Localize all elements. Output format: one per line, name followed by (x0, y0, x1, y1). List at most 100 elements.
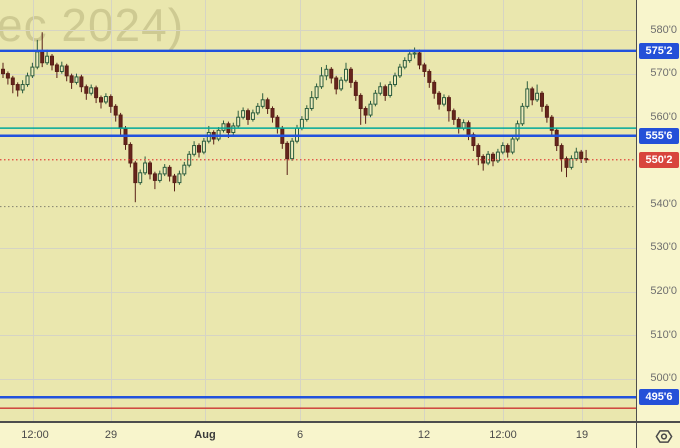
candle-down (15, 84, 20, 91)
candle-up (299, 118, 304, 129)
candle-down (64, 65, 69, 77)
candle-up (324, 68, 329, 77)
candle-up (569, 158, 574, 168)
y-axis-tick: 520'0 (650, 285, 677, 298)
candle-up (201, 140, 206, 153)
candle-down (446, 97, 451, 112)
candle-up (250, 112, 255, 120)
candle-down (353, 81, 358, 96)
candle-down (40, 51, 45, 64)
candle-up (59, 65, 64, 72)
candle-down (579, 151, 584, 160)
candle-down (334, 77, 339, 90)
candle-up (231, 125, 236, 133)
candle-up (221, 123, 226, 131)
candle-down (383, 86, 388, 96)
candle-up (500, 145, 505, 153)
candle-up (520, 105, 525, 125)
candle-down (1, 68, 5, 75)
candle-up (236, 116, 241, 127)
candle-up (525, 88, 530, 107)
candle-up (378, 86, 383, 94)
price-line-badge[interactable]: 555'6 (639, 127, 679, 144)
candle-up (182, 164, 187, 175)
candle-up (35, 51, 40, 68)
candle-down (113, 105, 118, 116)
candle-down (422, 64, 427, 72)
candle-down (540, 92, 544, 107)
candle-down (128, 143, 133, 164)
candle-down (358, 94, 363, 110)
candle-down (5, 73, 10, 79)
candle-up (20, 84, 25, 91)
candle-down (50, 55, 54, 66)
x-axis-label: 29 (104, 429, 118, 441)
candle-up (402, 60, 407, 68)
candle-down (329, 68, 334, 79)
candle-up (162, 166, 167, 175)
candle-up (368, 103, 373, 116)
candle-up (495, 151, 500, 162)
candle-up (138, 172, 143, 184)
y-axis-tick: 540'0 (650, 197, 677, 210)
candle-up (309, 97, 314, 110)
candle-down (363, 108, 368, 116)
candle-up (143, 162, 148, 174)
x-axis-label: 12:00 (489, 429, 517, 441)
candle-up (461, 122, 466, 129)
candle-down (285, 142, 290, 160)
x-axis-label: 12 (417, 429, 431, 441)
y-axis-tick: 560'0 (650, 110, 677, 123)
price-line-badge[interactable]: 495'6 (639, 389, 679, 406)
candle-down (417, 52, 422, 66)
candle-up (510, 138, 515, 153)
candle-up (412, 52, 417, 55)
candle-down (118, 114, 123, 129)
price-line-badge[interactable]: 575'2 (639, 42, 679, 59)
candle-down (265, 99, 270, 110)
candle-down (172, 175, 177, 184)
candle-up (157, 173, 162, 181)
candle-down (197, 145, 201, 153)
x-axis-label: 19 (575, 429, 589, 441)
candle-down (530, 88, 535, 101)
candle-down (427, 70, 432, 83)
candle-down (456, 118, 461, 129)
time-axis[interactable]: 12:00 29 Aug 6 12 12:00 19 (0, 421, 680, 448)
candle-up (25, 75, 30, 86)
candle-up (241, 110, 246, 118)
candle-down (437, 92, 442, 105)
candle-down (348, 68, 353, 83)
candle-up (255, 105, 260, 114)
candle-down (275, 116, 280, 129)
y-axis-tick: 570'0 (650, 67, 677, 80)
symbol-watermark: ec 2024) (0, 0, 185, 51)
price-axis[interactable]: 580'0 570'0 560'0 540'0 530'0 520'0 510'0 500'0… (636, 0, 680, 421)
candle-up (407, 53, 412, 62)
candle-up (319, 75, 324, 88)
y-axis-tick: 580'0 (650, 23, 677, 36)
last-price-badge[interactable]: 550'2 (639, 151, 679, 168)
candle-up (290, 140, 295, 160)
candle-up (103, 96, 108, 103)
settings-gear-icon[interactable] (655, 429, 673, 444)
candle-up (314, 86, 319, 99)
candle-up (30, 66, 35, 77)
candle-up (486, 153, 491, 164)
candle-down (54, 64, 59, 72)
candle-up (192, 145, 197, 155)
candlestick-plot[interactable] (0, 0, 636, 421)
y-axis-tick: 500'0 (650, 372, 677, 385)
candle-up (260, 99, 265, 107)
candle-down (564, 158, 569, 168)
candle-down (108, 96, 113, 107)
candle-down (505, 145, 510, 153)
candle-up (89, 87, 94, 94)
candle-down (148, 162, 152, 175)
x-axis-label: 12:00 (21, 429, 49, 441)
candle-down (10, 77, 15, 86)
candle-down (167, 166, 172, 177)
candle-up (574, 151, 579, 160)
candle-up (344, 68, 348, 81)
chart-plot-area[interactable]: ec 2024) (0, 0, 636, 421)
